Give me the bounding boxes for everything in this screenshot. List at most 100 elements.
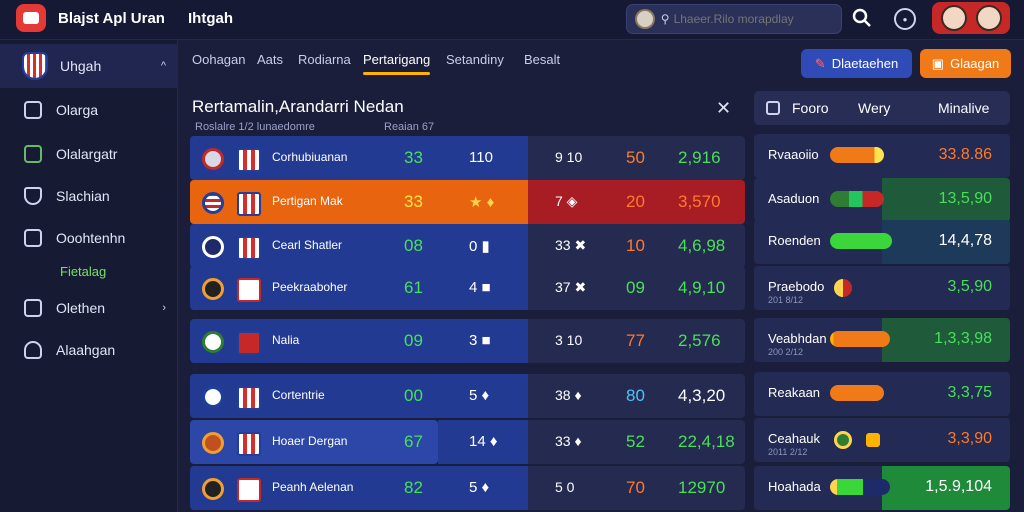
- tab-rodiarna[interactable]: Rodiarna: [298, 52, 351, 67]
- search-bar[interactable]: ⚲: [626, 4, 842, 34]
- tab-setandiny[interactable]: Setandiny: [446, 52, 504, 67]
- sidebar-item-olalargatr[interactable]: Olalargatr: [0, 132, 178, 176]
- stat-cell: 12970: [678, 478, 726, 497]
- stat-bar: [830, 331, 890, 347]
- stat-cell: 3 10: [555, 332, 583, 348]
- table-row[interactable]: Cortentrie 00 5 ♦ 38 ♦ 80 4,3,20: [190, 374, 745, 418]
- tab-aats[interactable]: Aats: [257, 52, 284, 67]
- team-badge-icon: [202, 236, 224, 258]
- sidebar-item-alaahgan[interactable]: Alaahgan: [0, 328, 178, 372]
- sidebar-item-olarga[interactable]: Olarga: [0, 88, 178, 132]
- team-badge-icon: [202, 192, 224, 214]
- sidebar-item-label: Olethen: [56, 300, 106, 316]
- search-input[interactable]: [673, 12, 841, 26]
- stat-date: 200 2/12: [768, 347, 804, 357]
- stat-row[interactable]: Praebodo 201 8/12 3,5,90: [754, 266, 1010, 310]
- table-row[interactable]: Corhubiuanan 33 110 9 10 50 2,916: [190, 136, 745, 180]
- sidebar-sub-item[interactable]: Fietalag: [60, 264, 107, 279]
- stat-label: Asaduon: [768, 191, 820, 206]
- team-name: Cortentrie: [272, 388, 325, 402]
- column-header[interactable]: Fooro: [792, 100, 829, 116]
- sidebar-item-ooohtenhn[interactable]: Ooohtenhn: [0, 216, 178, 260]
- team-badge-icon: [202, 278, 224, 300]
- stat-cell: 2,916: [678, 148, 721, 167]
- search-button-icon[interactable]: [852, 8, 874, 30]
- team-badge-icon: [202, 432, 224, 454]
- column-header[interactable]: Wery: [858, 100, 891, 116]
- secondary-action-button[interactable]: ▣ Glaagan: [920, 49, 1011, 78]
- table-row[interactable]: Peekraaboher 61 4 ■ 37 ✖ 09 4,9,10: [190, 266, 745, 310]
- stat-row[interactable]: Asaduon 13,5,90: [754, 178, 1010, 222]
- stat-cell: 70: [626, 478, 645, 497]
- close-icon[interactable]: ✕: [716, 98, 732, 118]
- team-name: Cearl Shatler: [272, 238, 343, 252]
- secondary-action-label: Glaagan: [950, 56, 1000, 71]
- stat-label: Hoahada: [768, 479, 821, 494]
- stat-value: 13,5,90: [938, 190, 992, 207]
- team-badge-icon: [202, 331, 224, 353]
- stat-cell: 09: [404, 331, 423, 350]
- stat-value: 33.8.86: [938, 146, 992, 163]
- grid-icon: [24, 229, 42, 247]
- stat-label: Praebodo: [768, 279, 825, 294]
- stat-cell: 4,6,98: [678, 236, 726, 255]
- stat-label: Roenden: [768, 233, 821, 248]
- sidebar-item-olethen[interactable]: Olethen ›: [0, 286, 178, 330]
- tab-pertarigang[interactable]: Pertarigang: [363, 52, 431, 75]
- settings-icon[interactable]: ●: [894, 8, 916, 30]
- stat-value: 3,3,90: [947, 430, 992, 447]
- stat-value: 3,5,90: [947, 278, 992, 295]
- tab-oohagan[interactable]: Oohagan: [192, 52, 246, 67]
- column-header[interactable]: Minalive: [938, 100, 990, 116]
- stat-cell: 61: [404, 278, 423, 297]
- team-shield-icon: [237, 432, 261, 456]
- sidebar-item-slachian[interactable]: Slachian: [0, 174, 178, 218]
- team-shield-icon: [237, 278, 261, 302]
- stat-cell: 82: [404, 478, 423, 497]
- stat-cell: 2,576: [678, 331, 721, 350]
- stat-cell: 08: [404, 236, 423, 255]
- stat-cell: 0 ▮: [469, 238, 490, 255]
- stat-bar: [830, 233, 892, 249]
- stat-cell: 5 0: [555, 479, 575, 495]
- stat-row[interactable]: Ceahauk 2011 2/12 3,3,90: [754, 418, 1010, 462]
- stat-cell: 50: [626, 148, 645, 167]
- stat-label: Ceahauk: [768, 431, 821, 446]
- team-name: Pertigan Mak: [272, 194, 343, 208]
- stat-row[interactable]: Reakaan 3,3,75: [754, 372, 1010, 416]
- stat-cell: 37 ✖: [555, 279, 587, 295]
- stat-row[interactable]: Hoahada 1,5.9,104: [754, 466, 1010, 510]
- app-logo-icon[interactable]: [16, 4, 46, 32]
- sidebar-item-label: Ooohtenhn: [56, 230, 126, 246]
- document-icon: [24, 299, 42, 317]
- stat-row[interactable]: Rvaaoiio 33.8.86: [754, 134, 1010, 178]
- stat-cell: 67: [404, 432, 423, 451]
- checkbox-icon[interactable]: [766, 101, 780, 115]
- chevron-up-icon: ^: [160, 60, 166, 72]
- stat-value: 1,5.9,104: [925, 478, 992, 495]
- stat-date: 2011 2/12: [768, 447, 808, 457]
- team-badge-icon: [834, 431, 852, 449]
- page-heading: Ihtgah: [188, 10, 233, 27]
- team-name: Nalia: [272, 333, 300, 347]
- primary-action-button[interactable]: ✎ Dlaetaehen: [801, 49, 912, 78]
- table-row[interactable]: Hoaer Dergan 67 14 ♦ 33 ♦ 52 22,4,18: [190, 420, 745, 464]
- stat-row[interactable]: Veabhdan 200 2/12 1,3,3,98: [754, 318, 1010, 362]
- team-name: Corhubiuanan: [272, 150, 348, 164]
- table-row[interactable]: Cearl Shatler 08 0 ▮ 33 ✖ 10 4,6,98: [190, 224, 745, 268]
- profile-switcher[interactable]: [932, 2, 1010, 34]
- table-row[interactable]: Nalia 09 3 ■ 3 10 77 2,576: [190, 319, 745, 363]
- stat-value: 14,4,78: [938, 232, 992, 249]
- stat-cell: 00: [404, 386, 423, 405]
- stat-bar: [830, 191, 884, 207]
- table-row[interactable]: Peanh Aelenan 82 5 ♦ 5 0 70 12970: [190, 466, 745, 510]
- sidebar-item-uhgah[interactable]: Uhgah ^: [0, 44, 178, 88]
- stat-cell: 14 ♦: [469, 433, 498, 450]
- home-icon: [24, 187, 42, 205]
- stat-row[interactable]: Roenden 14,4,78: [754, 220, 1010, 264]
- sidebar-item-label: Alaahgan: [56, 342, 116, 358]
- tab-besalt[interactable]: Besalt: [524, 52, 561, 67]
- stat-cell: 7 ◈: [555, 193, 578, 209]
- table-row[interactable]: Pertigan Mak 33 ★ ♦ 7 ◈ 20 3,570: [190, 180, 745, 224]
- stat-cell: 4 ■: [469, 279, 491, 296]
